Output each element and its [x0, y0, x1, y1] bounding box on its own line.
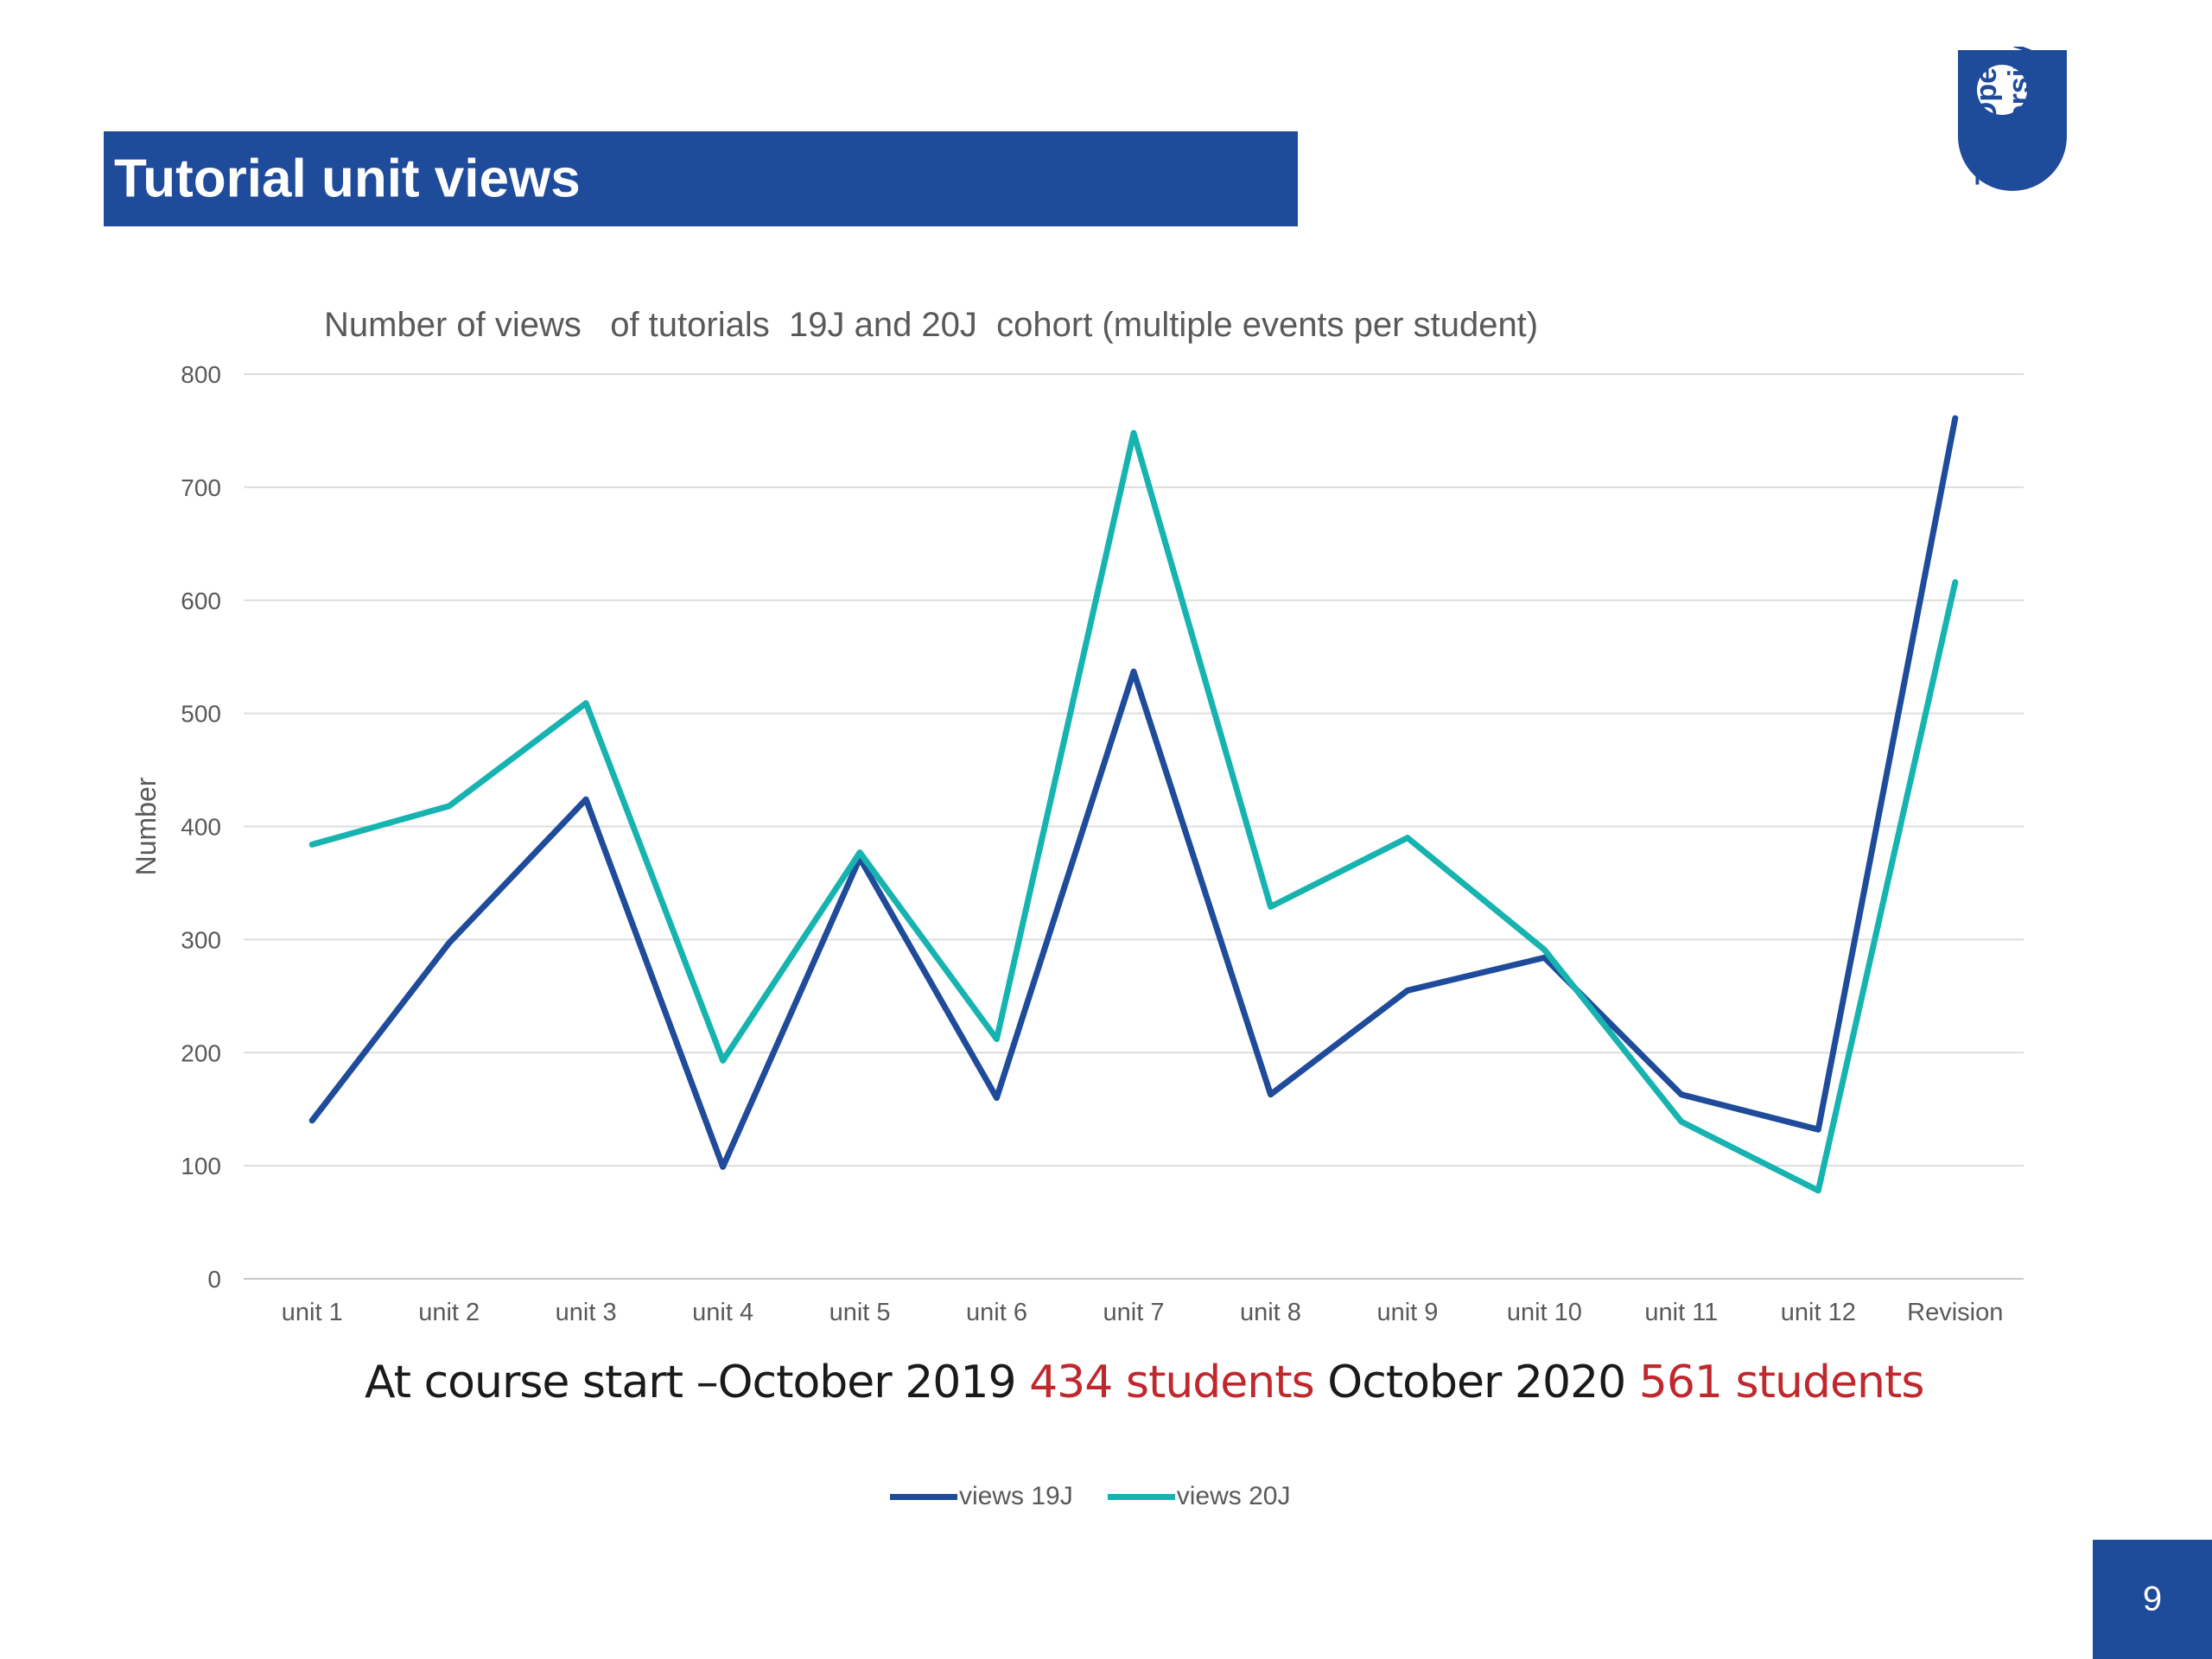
series-line-20j — [308, 429, 1959, 1194]
x-tick-label: Revision — [1907, 1299, 2003, 1326]
chart-legend: views 19J views 20J — [890, 1478, 1325, 1516]
x-tick-label: unit 2 — [418, 1299, 480, 1326]
enrolment-note-part1: At course start –October 2019 — [365, 1357, 1030, 1408]
y-tick-label: 300 — [181, 926, 221, 953]
y-tick-label: 700 — [181, 474, 221, 501]
legend-swatch-20j — [1107, 1493, 1175, 1500]
x-tick-label: unit 4 — [692, 1299, 753, 1326]
x-tick-label: unit 10 — [1507, 1299, 1582, 1326]
x-tick-label: unit 1 — [282, 1299, 343, 1326]
legend-swatch-19j — [890, 1493, 957, 1500]
y-tick-label: 600 — [181, 588, 221, 614]
title-bar: Tutorial unit views — [104, 131, 1298, 226]
logo-text-line1: The Open — [1970, 49, 2003, 185]
y-tick-label: 200 — [181, 1039, 221, 1066]
legend-item-20j: views 20J — [1107, 1482, 1291, 1511]
legend-item-19j: views 19J — [890, 1482, 1073, 1511]
chart-title: Number of views of tutorials 19J and 20J… — [324, 306, 1539, 344]
page-number-box: 9 — [2093, 1540, 2212, 1659]
x-tick-label: unit 5 — [830, 1299, 891, 1326]
y-tick-label: 0 — [207, 1266, 221, 1293]
x-tick-label: unit 11 — [1644, 1299, 1718, 1326]
y-tick-label: 500 — [181, 701, 221, 728]
legend-label-20j: views 20J — [1176, 1482, 1291, 1510]
enrolment-note-part3: October 2020 — [1313, 1357, 1639, 1408]
x-tick-label: unit 8 — [1240, 1299, 1301, 1326]
slide-title: Tutorial unit views — [114, 149, 581, 209]
x-tick-label: unit 9 — [1376, 1299, 1438, 1326]
page-number: 9 — [2142, 1580, 2163, 1618]
logo-wordmark: The Open University — [1970, 47, 2036, 185]
open-university-logo: The Open University — [1955, 47, 2162, 194]
x-tick-label: unit 7 — [1103, 1299, 1165, 1326]
y-tick-label: 400 — [181, 814, 221, 841]
series-line-19j — [308, 415, 1959, 1170]
enrolment-2019-count: 434 students — [1029, 1357, 1315, 1408]
logo-text-line2: University — [2003, 47, 2036, 185]
legend-label-19j: views 19J — [959, 1482, 1073, 1510]
x-tick-label: unit 6 — [966, 1299, 1027, 1326]
y-axis-label: Number — [130, 777, 162, 875]
y-tick-label: 100 — [181, 1153, 221, 1179]
x-tick-label: unit 12 — [1781, 1299, 1856, 1326]
x-tick-label: unit 3 — [556, 1299, 617, 1326]
enrolment-2020-count: 561 students — [1638, 1357, 1925, 1408]
line-chart: 0 100 200 300 400 500 600 700 800 unit 1 unit 2 uni… — [130, 361, 2024, 1326]
y-tick-label: 800 — [181, 361, 221, 388]
open-university-shield-icon — [1958, 50, 2067, 191]
enrolment-note: At course start –October 2019 434 studen… — [365, 1357, 1925, 1408]
